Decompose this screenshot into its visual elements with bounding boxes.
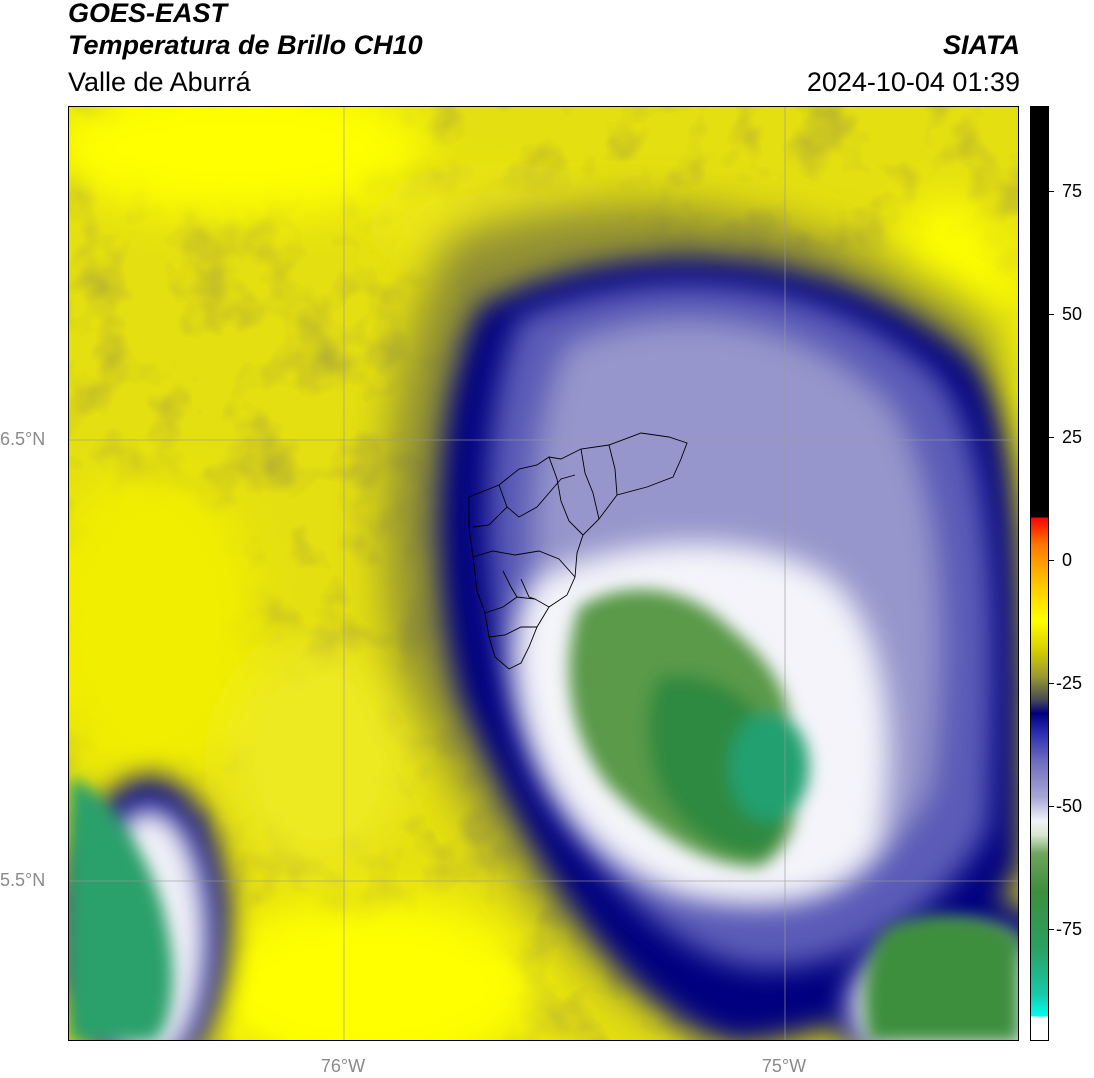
lon-label-75: 75°W xyxy=(761,1056,807,1076)
colorbar-label: -75 xyxy=(1056,919,1083,939)
colorbar-tick xyxy=(1049,683,1054,684)
organization-label: SIATA xyxy=(943,30,1020,60)
colorbar-label: 50 xyxy=(1062,304,1083,324)
temperature-colorbar xyxy=(1030,106,1049,1041)
product-title: Temperatura de Brillo CH10 xyxy=(68,30,423,60)
green-coldest xyxy=(69,589,1018,1040)
colorbar-tick xyxy=(1049,437,1054,438)
colorbar-label: 25 xyxy=(1062,427,1083,447)
colorbar-tick xyxy=(1049,191,1054,192)
colorbar-tick xyxy=(1049,560,1054,561)
colorbar-label: 0 xyxy=(1062,550,1073,570)
colorbar-label: 75 xyxy=(1062,181,1083,201)
colorbar-label: -50 xyxy=(1056,796,1083,816)
colorbar-tick xyxy=(1049,929,1054,930)
colorbar-tick xyxy=(1049,806,1054,807)
satellite-map[interactable] xyxy=(68,106,1019,1041)
brightness-temperature-field xyxy=(69,107,1018,1040)
lat-label-6-5: 6.5°N xyxy=(0,429,46,449)
map-gridlines xyxy=(69,107,1018,1040)
lon-label-76: 76°W xyxy=(320,1056,366,1076)
municipal-boundaries xyxy=(468,432,688,670)
datetime-label: 2024-10-04 01:39 xyxy=(806,67,1020,97)
colorbar-label: -25 xyxy=(1056,673,1083,693)
lat-label-5-5: 5.5°N xyxy=(0,870,46,890)
region-title: Valle de Aburrá xyxy=(68,67,251,97)
colorbar-tick xyxy=(1049,314,1054,315)
satellite-title: GOES-EAST xyxy=(68,0,228,28)
